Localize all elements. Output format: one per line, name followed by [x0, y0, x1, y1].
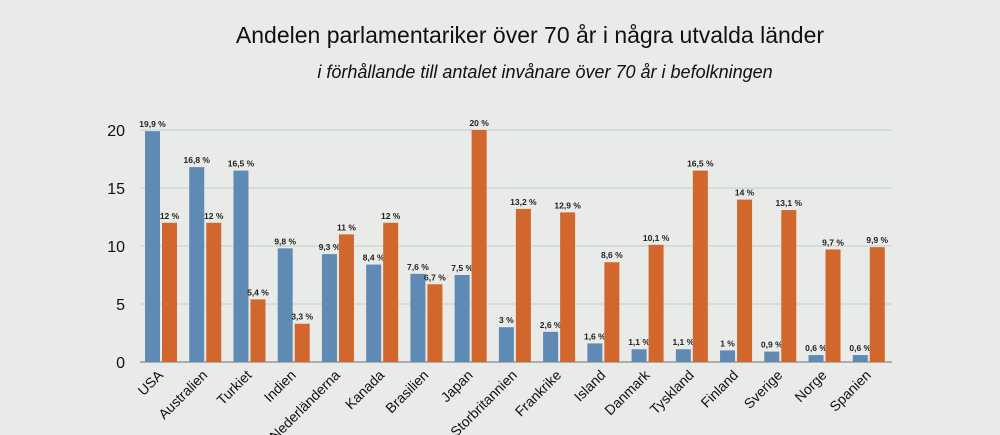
bar-series-2 — [383, 222, 399, 362]
bar-series-1 — [675, 349, 691, 362]
data-label: 1 % — [720, 338, 735, 348]
bar-series-1 — [852, 355, 868, 362]
data-label: 7,6 % — [407, 262, 429, 272]
data-label: 14 % — [735, 188, 755, 198]
data-label: 6,7 % — [424, 272, 446, 282]
chart-title: Andelen parlamentariker över 70 år i någ… — [235, 22, 825, 48]
bar-series-2 — [206, 222, 222, 362]
data-label: 12 % — [204, 211, 224, 221]
bar-series-1 — [543, 331, 559, 362]
x-tick-label: Australien — [155, 367, 210, 422]
x-tick-label: USA — [134, 366, 166, 398]
data-label: 10,1 % — [643, 233, 670, 243]
data-label: 13,2 % — [510, 197, 537, 207]
y-tick-label: 10 — [107, 239, 125, 256]
data-label: 2,6 % — [540, 320, 562, 330]
x-tick-label: Indien — [261, 367, 299, 405]
chart-subtitle: i förhållande till antalet invånare över… — [317, 62, 773, 82]
data-label: 0,6 % — [805, 343, 827, 353]
x-tick-label: Tyskland — [647, 367, 697, 417]
bar-series-1 — [410, 273, 426, 362]
data-label: 12 % — [160, 211, 180, 221]
bar-series-1 — [233, 170, 249, 362]
data-label: 16,5 % — [228, 159, 255, 169]
x-tick-label: Sverige — [741, 367, 786, 412]
bar-series-2 — [737, 199, 753, 362]
bar-series-1 — [764, 351, 780, 362]
data-label: 9,7 % — [822, 237, 844, 247]
x-tick-label: Brasilien — [382, 367, 431, 416]
data-label: 1,1 % — [628, 337, 650, 347]
x-tick-label: Island — [571, 367, 609, 405]
y-tick-label: 15 — [107, 181, 125, 198]
bar-series-2 — [825, 249, 841, 362]
bar-series-1 — [587, 343, 603, 362]
data-label: 8,6 % — [601, 250, 623, 260]
bar-series-2 — [692, 170, 708, 362]
bar-series-1 — [189, 167, 205, 362]
bar-series-1 — [808, 355, 824, 362]
bar-series-2 — [560, 212, 576, 362]
data-label: 1,1 % — [672, 337, 694, 347]
x-tick-label: Spanien — [826, 367, 874, 415]
data-label: 16,5 % — [687, 159, 714, 169]
bar-series-1 — [498, 327, 514, 362]
data-label: 5,4 % — [247, 287, 269, 297]
data-label: 9,9 % — [866, 235, 888, 245]
x-tick-label: Danmark — [601, 366, 653, 418]
data-label: 19,9 % — [139, 119, 166, 129]
y-tick-label: 0 — [116, 355, 125, 372]
bar-series-1 — [277, 248, 293, 362]
x-tick-label: Norge — [791, 367, 829, 405]
bar-series-1 — [145, 131, 160, 362]
x-tick-label: Kanada — [342, 367, 388, 413]
bar-series-1 — [321, 254, 337, 362]
bar-series-2 — [294, 323, 310, 362]
y-tick-label: 20 — [107, 123, 125, 140]
data-label: 7,5 % — [451, 263, 473, 273]
bar-series-2 — [515, 208, 531, 362]
data-label: 8,4 % — [363, 253, 385, 263]
bar-series-2 — [781, 210, 797, 362]
x-tick-label: Turkiet — [213, 367, 254, 408]
x-tick-label: Japan — [437, 367, 475, 405]
x-tick-label: Frankrike — [512, 367, 565, 420]
data-label: 3 % — [499, 315, 514, 325]
bar-series-1 — [454, 275, 470, 362]
data-label: 13,1 % — [776, 198, 803, 208]
data-label: 20 % — [469, 118, 489, 128]
data-label: 1,6 % — [584, 331, 606, 341]
data-label: 9,3 % — [319, 242, 341, 252]
data-label: 16,8 % — [184, 155, 211, 165]
bar-series-2 — [250, 299, 266, 362]
bar-series-2 — [648, 244, 664, 362]
data-label: 12,9 % — [554, 200, 581, 210]
data-label: 9,8 % — [274, 236, 296, 246]
x-tick-label: Finland — [697, 367, 741, 411]
bar-series-2 — [471, 130, 487, 362]
data-label: 0,6 % — [849, 343, 871, 353]
data-label: 11 % — [337, 222, 356, 232]
bar-series-1 — [631, 349, 647, 362]
y-tick-label: 5 — [116, 297, 125, 314]
bar-series-2 — [427, 284, 443, 362]
bar-series-1 — [720, 350, 736, 362]
bar-series-2 — [162, 222, 177, 362]
data-label: 0,9 % — [761, 340, 783, 350]
data-label: 3,3 % — [291, 312, 313, 322]
bar-series-2 — [604, 262, 620, 362]
data-label: 12 % — [381, 211, 401, 221]
bar-series-2 — [869, 247, 885, 362]
bar-series-2 — [338, 234, 354, 362]
bar-series-1 — [366, 264, 382, 362]
